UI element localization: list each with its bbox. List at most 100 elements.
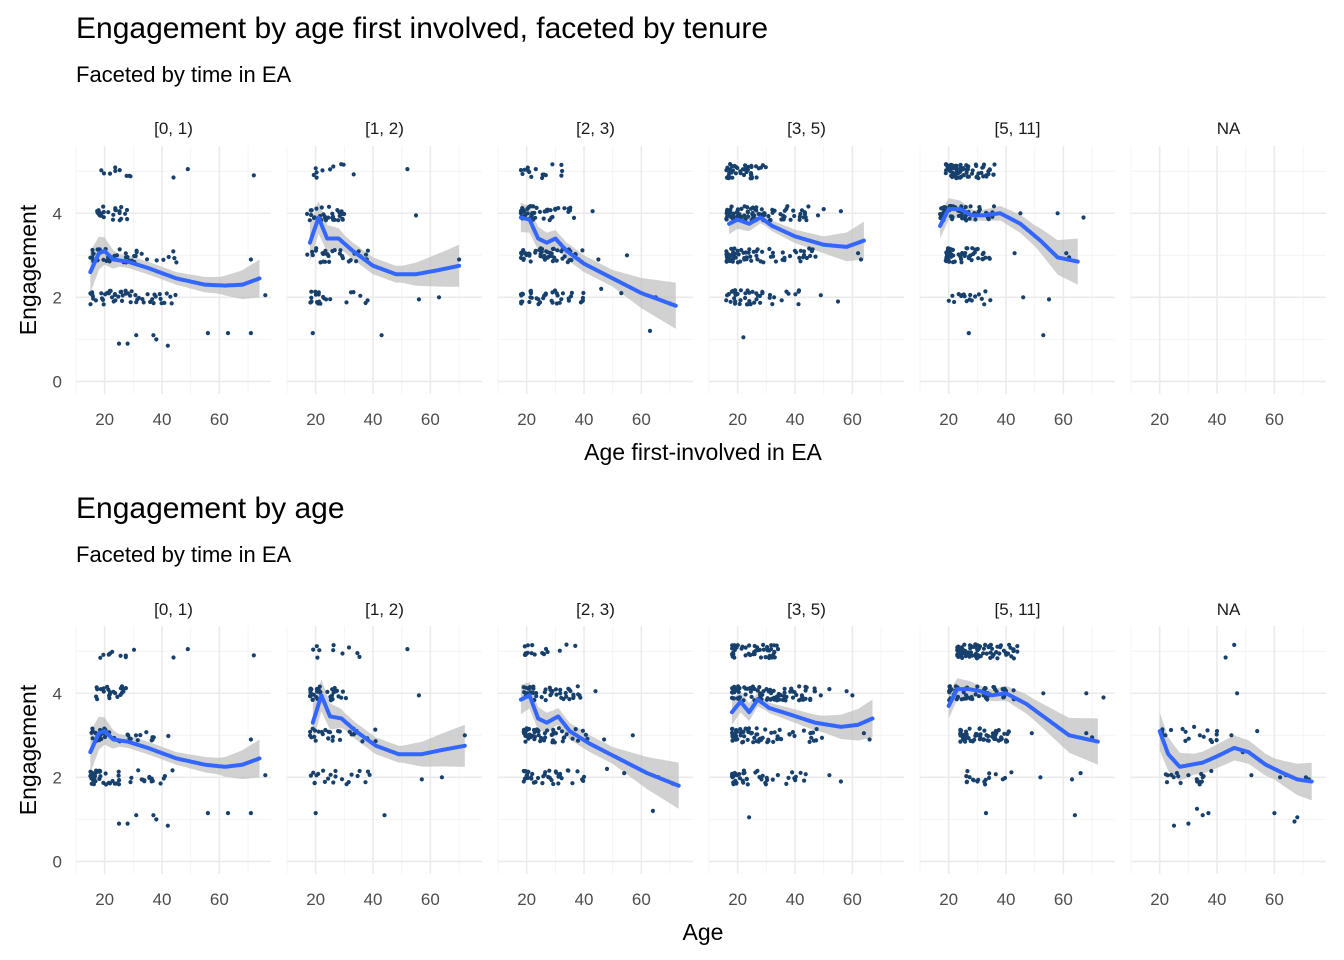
data-point bbox=[758, 300, 763, 305]
data-point bbox=[525, 727, 530, 732]
data-point bbox=[330, 738, 335, 743]
data-point bbox=[550, 740, 555, 745]
facet-strip-label: NA bbox=[1217, 600, 1241, 619]
data-point bbox=[540, 175, 545, 181]
data-point bbox=[946, 252, 951, 257]
data-point bbox=[520, 249, 525, 254]
data-point bbox=[553, 687, 559, 692]
data-point bbox=[959, 213, 964, 218]
data-point bbox=[580, 295, 586, 300]
data-point bbox=[959, 174, 964, 179]
data-point bbox=[556, 206, 561, 211]
facet-panel: 20 40 60 [3, 5) bbox=[708, 600, 904, 909]
data-point bbox=[107, 696, 112, 701]
data-point bbox=[571, 694, 576, 699]
data-point bbox=[814, 727, 819, 732]
data-point bbox=[780, 250, 785, 255]
data-point bbox=[99, 168, 104, 173]
data-point bbox=[731, 250, 736, 255]
data-point bbox=[575, 738, 581, 743]
data-point bbox=[731, 780, 736, 785]
data-point bbox=[790, 730, 796, 735]
facet-panel: 20 40 60 NA bbox=[1130, 119, 1326, 429]
data-point bbox=[144, 257, 150, 262]
data-point bbox=[1007, 642, 1012, 647]
data-point bbox=[1183, 729, 1188, 734]
data-point bbox=[526, 736, 531, 741]
data-point bbox=[747, 643, 752, 648]
y-tick-label: 0 bbox=[53, 372, 62, 391]
data-point bbox=[964, 780, 969, 785]
data-point bbox=[790, 695, 796, 700]
data-point bbox=[169, 301, 174, 306]
x-tick-label: 60 bbox=[421, 890, 440, 909]
data-point bbox=[550, 290, 555, 295]
x-tick-label: 20 bbox=[1150, 410, 1169, 429]
data-point bbox=[319, 205, 324, 210]
data-point bbox=[580, 299, 585, 304]
data-point bbox=[798, 259, 803, 264]
data-point bbox=[316, 729, 321, 734]
data-point bbox=[798, 770, 803, 775]
data-point bbox=[796, 289, 801, 294]
data-point bbox=[1209, 739, 1215, 745]
data-point bbox=[730, 175, 735, 180]
x-tick-label: 20 bbox=[939, 410, 958, 429]
data-point bbox=[101, 171, 107, 176]
data-point bbox=[967, 654, 972, 659]
data-point bbox=[953, 166, 958, 171]
data-point bbox=[123, 291, 128, 296]
data-point bbox=[541, 774, 546, 779]
data-point bbox=[340, 216, 345, 221]
facet-strip-label: [3, 5) bbox=[787, 119, 826, 138]
data-point bbox=[534, 691, 539, 696]
data-point bbox=[117, 168, 122, 173]
data-point bbox=[413, 213, 419, 218]
x-tick-label: 40 bbox=[575, 410, 594, 429]
data-point bbox=[549, 215, 554, 220]
data-point bbox=[339, 777, 345, 782]
data-point bbox=[363, 300, 368, 306]
data-point bbox=[113, 208, 118, 213]
data-point bbox=[1232, 642, 1237, 648]
data-point bbox=[98, 774, 103, 779]
data-point bbox=[530, 643, 535, 648]
data-point bbox=[543, 735, 548, 740]
data-point bbox=[762, 212, 767, 217]
data-point bbox=[743, 653, 748, 658]
data-point bbox=[981, 162, 987, 167]
facet-strip-label: [1, 2) bbox=[365, 600, 404, 619]
data-point bbox=[749, 258, 754, 263]
data-point bbox=[1174, 771, 1179, 776]
data-point bbox=[745, 205, 750, 210]
data-point bbox=[323, 248, 328, 253]
data-point bbox=[124, 207, 130, 213]
data-point bbox=[990, 646, 995, 651]
data-point bbox=[745, 782, 750, 787]
data-point bbox=[113, 165, 118, 170]
data-point bbox=[339, 162, 344, 167]
x-tick-label: 40 bbox=[575, 890, 594, 909]
data-point bbox=[312, 780, 317, 786]
data-point bbox=[742, 770, 747, 775]
data-point bbox=[976, 694, 982, 699]
data-point bbox=[90, 247, 95, 253]
data-point bbox=[570, 781, 575, 786]
data-point bbox=[314, 170, 319, 175]
data-point bbox=[994, 730, 999, 736]
data-point bbox=[793, 774, 798, 780]
data-point bbox=[739, 214, 744, 220]
data-point bbox=[561, 696, 566, 702]
data-point bbox=[365, 769, 371, 774]
data-point bbox=[969, 298, 974, 303]
data-point bbox=[310, 331, 315, 336]
data-point bbox=[809, 249, 815, 254]
data-point bbox=[560, 291, 566, 296]
data-point bbox=[995, 656, 1000, 661]
data-point bbox=[724, 168, 729, 173]
smooth-line bbox=[518, 215, 678, 308]
data-point bbox=[330, 249, 335, 254]
data-point bbox=[983, 811, 989, 816]
data-point bbox=[768, 217, 773, 223]
data-point bbox=[336, 218, 341, 223]
